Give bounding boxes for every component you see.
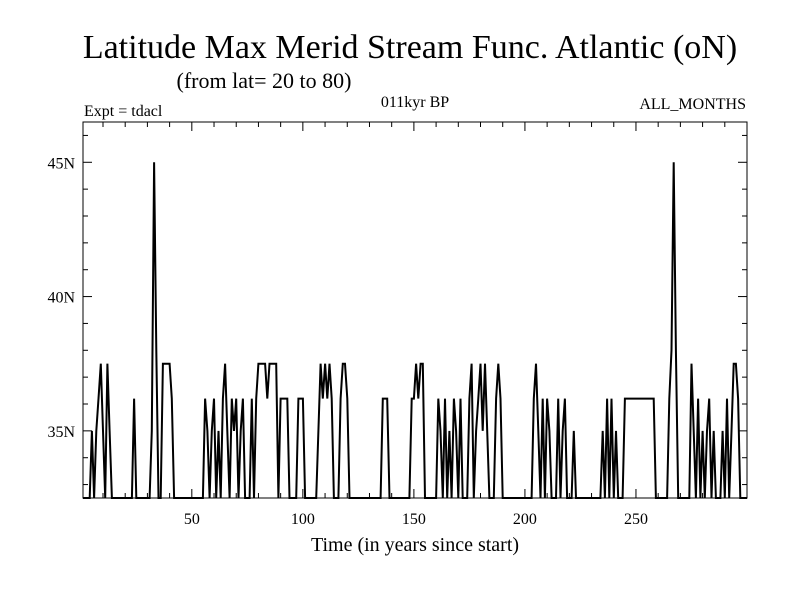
chart-title: Latitude Max Merid Stream Func. Atlantic…	[83, 29, 737, 66]
x-tick-label: 150	[402, 511, 426, 528]
y-tick-label: 45N	[47, 155, 75, 172]
axis-tick-labels: 50 100 150 200 250 35N 40N 45N	[47, 155, 648, 528]
axis-ticks	[83, 122, 747, 498]
y-tick-label: 40N	[47, 290, 75, 307]
y-tick-label: 35N	[47, 424, 75, 441]
plot-frame	[82, 121, 748, 499]
x-axis-label: Time (in years since start)	[311, 534, 519, 556]
series-line	[83, 162, 747, 499]
chart-subtitle: (from lat= 20 to 80)	[177, 68, 352, 93]
x-tick-label: 100	[291, 511, 315, 528]
months-label: ALL_MONTHS	[639, 96, 746, 113]
x-tick-label: 250	[624, 511, 648, 528]
period-label: 011kyr BP	[381, 94, 449, 111]
x-tick-label: 50	[184, 511, 200, 528]
x-tick-label: 200	[513, 511, 537, 528]
experiment-label: Expt = tdacl	[84, 103, 163, 120]
